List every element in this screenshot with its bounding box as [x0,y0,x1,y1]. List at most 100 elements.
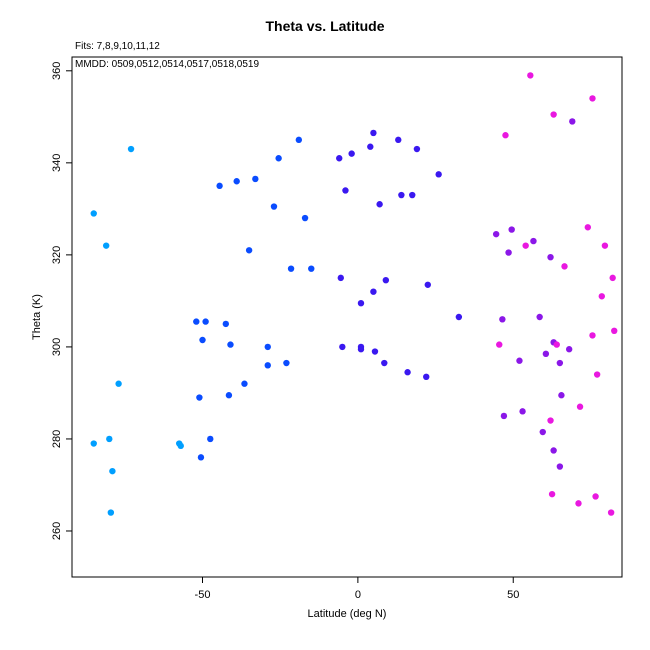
data-point [109,467,116,475]
data-point [382,276,390,284]
data-point [550,447,557,454]
data-point [370,288,377,295]
data-point [381,359,388,367]
data-point [264,362,271,369]
data-point [519,408,526,415]
data-point [592,493,599,500]
data-point [553,341,560,348]
y-axis-label: Theta (K) [31,294,43,340]
y-tick-label: 260 [51,522,63,540]
data-point [283,359,290,367]
data-point [127,145,135,153]
data-point [348,150,355,157]
y-tick-label: 360 [51,62,63,80]
data-point [409,191,416,199]
series-3 [492,118,576,470]
data-point [611,327,618,335]
data-point [376,201,383,208]
data-point [106,435,113,443]
data-point [371,348,379,355]
x-tick-label: -50 [195,589,211,601]
data-point [398,191,405,199]
data-points [90,72,618,516]
y-tick-label: 280 [51,430,63,448]
y-tick-label: 320 [51,246,63,264]
data-point [339,343,346,351]
data-point [500,412,508,420]
data-point [357,299,365,307]
data-point [565,346,573,353]
data-point [287,265,295,272]
y-axis: 260 280 300 320 340 360 [51,62,72,540]
data-point [598,293,606,300]
data-point [435,171,442,178]
chart-title: Theta vs. Latitude [265,18,385,34]
data-point [556,359,564,367]
data-point [496,341,503,348]
data-point [90,440,97,447]
data-point [233,178,240,185]
data-point [522,242,529,249]
data-point [177,442,184,450]
data-point [395,136,402,144]
data-point [492,230,500,238]
data-point [270,203,278,210]
data-point [569,118,576,125]
data-point [536,313,543,321]
data-point [404,369,411,376]
data-point [115,380,122,387]
data-point [539,428,546,436]
data-point [558,392,565,399]
data-point [196,394,203,401]
data-point [550,111,557,118]
y-tick-label: 340 [51,154,63,172]
data-point [295,136,303,144]
data-point [576,403,584,410]
data-point [547,417,554,424]
series-2 [336,129,463,381]
x-axis: -50 0 50 [195,577,519,601]
data-point [589,332,596,339]
data-point [197,454,205,461]
chart-subtitle-mmdd: MMDD: 0509,0512,0514,0517,0518,0519 [75,59,260,70]
data-point [413,145,421,153]
data-point [216,182,223,190]
data-point [202,318,209,325]
data-point [199,336,206,344]
data-point [547,253,554,261]
data-point [575,500,582,507]
data-point [556,463,564,470]
data-point [367,143,374,150]
series-1 [193,136,315,461]
data-point [275,155,282,162]
data-point [505,249,512,256]
data-point [607,509,615,516]
data-point [527,72,534,79]
data-point [301,214,309,222]
data-point [508,226,515,233]
y-tick-label: 300 [51,338,63,356]
data-point [502,132,509,139]
data-point [222,320,230,328]
data-point [516,357,523,364]
x-tick-label: 0 [355,589,361,601]
series-0 [90,145,184,516]
data-point [252,175,259,183]
data-point [241,380,248,387]
data-point [225,392,233,399]
x-axis-label: Latitude (deg N) [308,608,387,620]
data-point [601,242,609,249]
data-point [245,247,253,254]
data-point [90,210,97,217]
data-point [308,265,315,272]
data-point [548,490,556,498]
data-point [455,313,463,321]
data-point [107,509,115,516]
data-point [584,224,592,231]
data-point [424,281,431,288]
data-point [264,343,271,351]
plot-frame [71,56,623,578]
data-point [589,95,596,102]
data-point [207,435,214,443]
